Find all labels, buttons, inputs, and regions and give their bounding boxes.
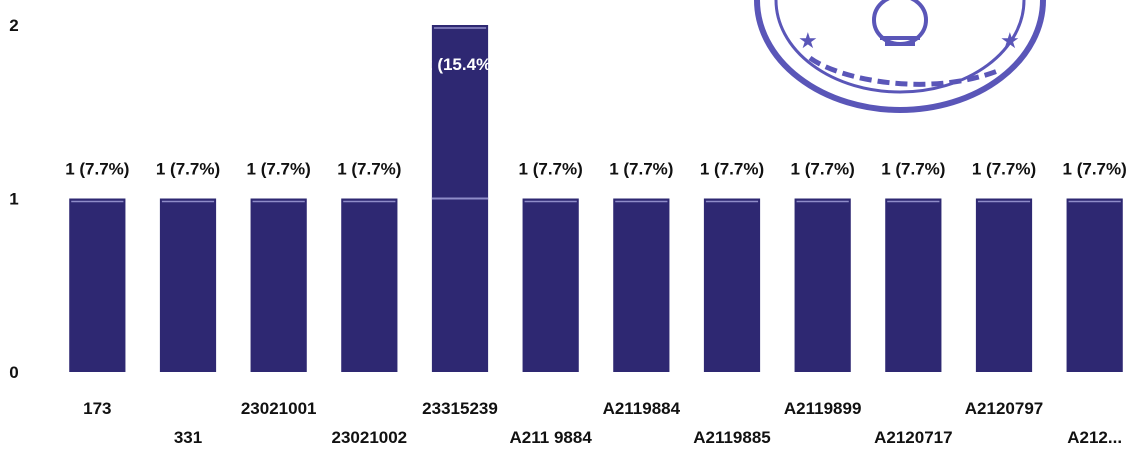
data-label: 1 (7.7%) xyxy=(700,160,764,179)
data-label: 1 (7.7%) xyxy=(519,160,583,179)
y-tick-label: 2 xyxy=(9,16,18,35)
data-label: 2 (15.4%) xyxy=(423,55,497,74)
bar xyxy=(794,198,851,372)
bar xyxy=(613,198,670,372)
data-label: 1 (7.7%) xyxy=(65,160,129,179)
x-tick-label: A2119899 xyxy=(784,399,862,418)
seal-emblem-icon xyxy=(872,0,928,46)
bar xyxy=(1066,198,1123,372)
seal-star-left-icon: ★ xyxy=(798,28,818,53)
seal-ring xyxy=(754,0,1046,113)
data-label: 1 (7.7%) xyxy=(609,160,673,179)
data-label: 1 (7.7%) xyxy=(247,160,311,179)
data-labels: 1 (7.7%) 1 (7.7%) 1 (7.7%) 1 (7.7%) 2 (15.4%… xyxy=(65,55,1127,179)
y-tick-label: 1 xyxy=(9,190,18,209)
data-label: 1 (7.7%) xyxy=(791,160,855,179)
bar xyxy=(885,198,942,372)
seal-lettering xyxy=(808,55,1001,87)
bar xyxy=(522,198,579,372)
x-tick-label: A2119884 xyxy=(603,399,681,418)
x-tick-label: 173 xyxy=(83,399,111,418)
x-tick-label: A2119885 xyxy=(693,428,771,447)
data-label: 1 (7.7%) xyxy=(972,160,1036,179)
x-axis-labels: 173 331 23021001 23021002 23315239 A211 9884 A… xyxy=(83,399,1122,447)
x-tick-label: A211 9884 xyxy=(510,428,593,447)
bar xyxy=(159,198,217,372)
bars xyxy=(69,25,1123,372)
data-label: 1 (7.7%) xyxy=(337,160,401,179)
x-tick-label: A2120717 xyxy=(874,428,952,447)
x-tick-label: A212... xyxy=(1067,428,1122,447)
x-tick-label: 331 xyxy=(174,428,202,447)
bar xyxy=(250,198,307,372)
y-axis: 0 1 2 xyxy=(9,16,18,382)
bar xyxy=(341,198,398,372)
x-tick-label: 23315239 xyxy=(422,399,498,418)
data-label: 1 (7.7%) xyxy=(881,160,945,179)
seal-star-right-icon: ★ xyxy=(1000,28,1020,53)
bar xyxy=(703,198,761,372)
bar xyxy=(69,198,126,372)
y-tick-label: 0 xyxy=(9,363,18,382)
x-tick-label: 23021001 xyxy=(241,399,317,418)
data-label: 1 (7.7%) xyxy=(156,160,220,179)
x-tick-label: A2120797 xyxy=(965,399,1043,418)
official-seal-stamp: ★ ★ xyxy=(754,0,1046,113)
data-label: 1 (7.7%) xyxy=(1063,160,1127,179)
bar xyxy=(975,198,1033,372)
x-tick-label: 23021002 xyxy=(332,428,408,447)
